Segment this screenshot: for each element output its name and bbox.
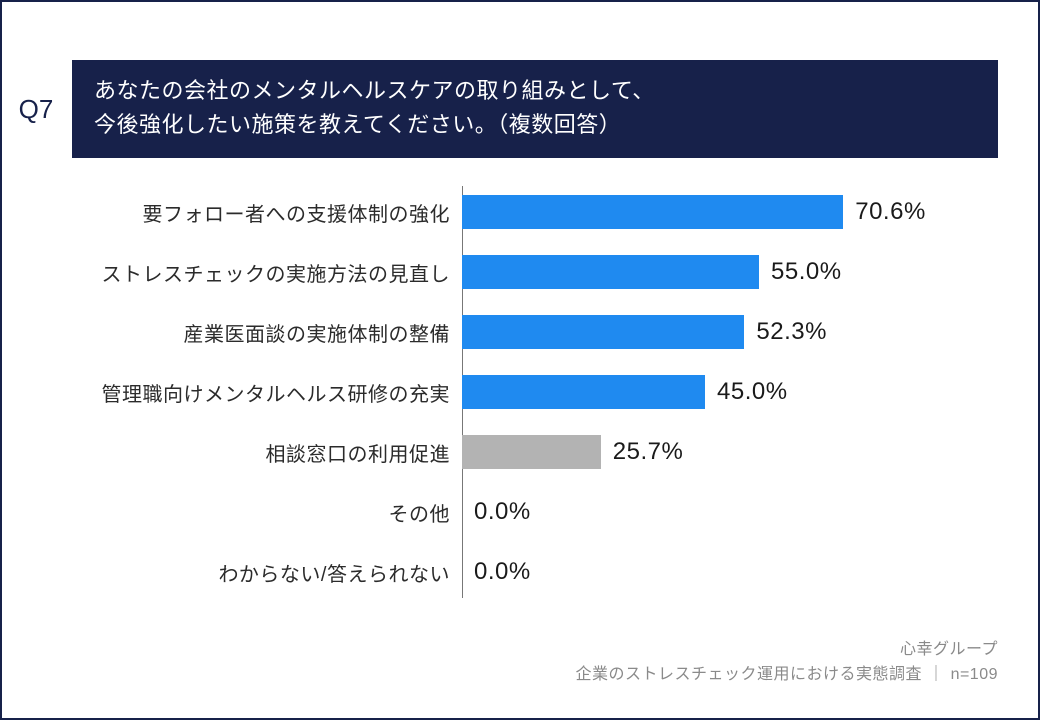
chart-row: その他 0.0% bbox=[92, 492, 998, 532]
footer-brand: 心幸グループ bbox=[576, 637, 998, 663]
bar-chart: 要フォロー者への支援体制の強化 70.6% ストレスチェックの実施方法の見直し 55.… bbox=[92, 192, 998, 592]
bar bbox=[462, 315, 744, 349]
bar-track: 0.0% bbox=[462, 552, 998, 592]
bar-value: 25.7% bbox=[613, 438, 684, 466]
question-title-line1: あなたの会社のメンタルヘルスケアの取り組みとして、 bbox=[94, 78, 655, 103]
header: Q7 あなたの会社のメンタルヘルスケアの取り組みとして、 今後強化したい施策を教… bbox=[2, 60, 1038, 158]
bar bbox=[462, 255, 759, 289]
footer-credits: 心幸グループ 企業のストレスチェック運用における実態調査 ｜ n=109 bbox=[576, 637, 998, 688]
footer-separator: ｜ bbox=[928, 666, 945, 683]
bar-value: 0.0% bbox=[474, 498, 531, 526]
chart-row: 産業医面談の実施体制の整備 52.3% bbox=[92, 312, 998, 352]
question-number-badge: Q7 bbox=[0, 60, 72, 158]
bar-label: ストレスチェックの実施方法の見直し bbox=[92, 258, 462, 287]
bar-track: 52.3% bbox=[462, 312, 998, 352]
bar-label: 相談窓口の利用促進 bbox=[92, 438, 462, 467]
bar-value: 45.0% bbox=[717, 378, 788, 406]
bar-track: 70.6% bbox=[462, 192, 998, 232]
bar bbox=[462, 195, 843, 229]
bar-track: 25.7% bbox=[462, 432, 998, 472]
bar-label: わからない/答えられない bbox=[92, 558, 462, 587]
page: Q7 あなたの会社のメンタルヘルスケアの取り組みとして、 今後強化したい施策を教… bbox=[0, 0, 1040, 720]
chart-row: 相談窓口の利用促進 25.7% bbox=[92, 432, 998, 472]
bar-track: 55.0% bbox=[462, 252, 998, 292]
bar-label: 管理職向けメンタルヘルス研修の充実 bbox=[92, 378, 462, 407]
bar-label: 要フォロー者への支援体制の強化 bbox=[92, 198, 462, 227]
bar-track: 0.0% bbox=[462, 492, 998, 532]
footer-survey: 企業のストレスチェック運用における実態調査 bbox=[576, 666, 923, 683]
bar-track: 45.0% bbox=[462, 372, 998, 412]
bar-value: 55.0% bbox=[771, 258, 842, 286]
bar bbox=[462, 435, 601, 469]
chart-row: 要フォロー者への支援体制の強化 70.6% bbox=[92, 192, 998, 232]
question-title: あなたの会社のメンタルヘルスケアの取り組みとして、 今後強化したい施策を教えてく… bbox=[72, 60, 998, 158]
bar-label: 産業医面談の実施体制の整備 bbox=[92, 318, 462, 347]
chart-row: ストレスチェックの実施方法の見直し 55.0% bbox=[92, 252, 998, 292]
bar-value: 52.3% bbox=[756, 318, 827, 346]
bar-label: その他 bbox=[92, 498, 462, 527]
chart-row: 管理職向けメンタルヘルス研修の充実 45.0% bbox=[92, 372, 998, 412]
bar-value: 70.6% bbox=[855, 198, 926, 226]
footer-n: n=109 bbox=[951, 666, 998, 683]
bar bbox=[462, 375, 705, 409]
bar-value: 0.0% bbox=[474, 558, 531, 586]
question-title-line2: 今後強化したい施策を教えてください。（複数回答） bbox=[94, 112, 621, 137]
chart-row: わからない/答えられない 0.0% bbox=[92, 552, 998, 592]
footer-survey-line: 企業のストレスチェック運用における実態調査 ｜ n=109 bbox=[576, 662, 998, 688]
